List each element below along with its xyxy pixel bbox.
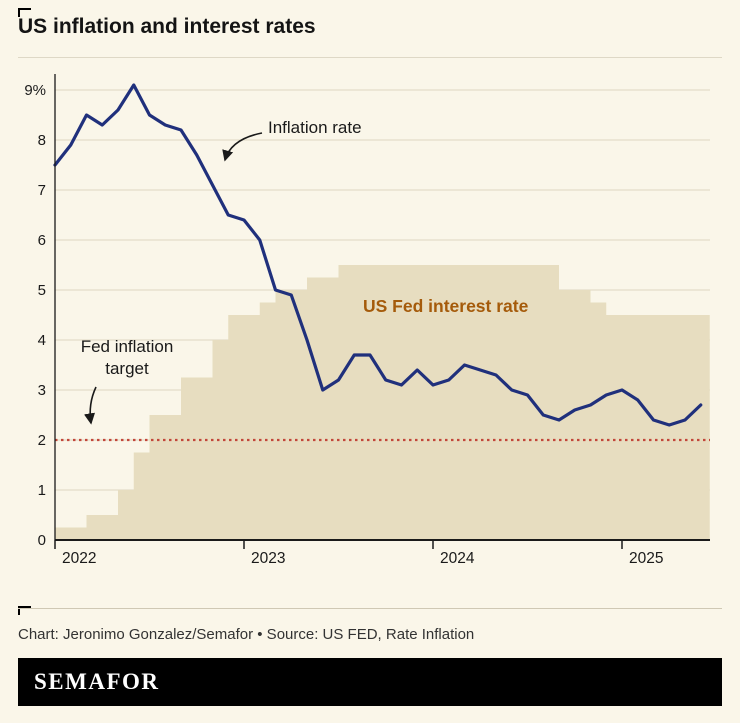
x-axis-label: 2022	[62, 550, 96, 567]
chart-canvas: 0 1 2 3 4 5 6 7 8 9% 2022 2023 2024 2025	[24, 74, 710, 567]
y-axis-label: 7	[38, 182, 46, 199]
header-divider	[18, 57, 722, 58]
y-axis-label: 9%	[24, 82, 46, 99]
y-axis-label: 2	[38, 432, 46, 449]
y-axis-label: 1	[38, 482, 46, 499]
x-axis-label: 2024	[440, 550, 475, 567]
annotation-arrows	[83, 132, 263, 425]
x-axis-label: 2025	[629, 550, 663, 567]
inflation-line	[53, 83, 703, 427]
chart-layers: 0 1 2 3 4 5 6 7 8 9% 2022 2023 2024 2025	[24, 74, 710, 567]
y-axis-label: 8	[38, 132, 46, 149]
logo-bar: SEMAFOR	[18, 658, 722, 706]
inflation-annotation-arrow	[222, 132, 263, 162]
y-axis-label: 4	[38, 332, 46, 349]
fed-inflation-target-label: Fed inflation target	[80, 337, 174, 379]
y-axis-label: 6	[38, 232, 46, 249]
fed-rate-area	[55, 265, 710, 540]
y-axis-label: 0	[38, 532, 46, 549]
y-axis-label: 3	[38, 382, 46, 399]
target-annotation-arrow	[83, 386, 97, 425]
credit-line: Chart: Jeronimo Gonzalez/Semafor • Sourc…	[18, 626, 475, 643]
y-axis-label: 5	[38, 282, 46, 299]
x-axis-label: 2023	[251, 550, 285, 567]
inflation-rate-label: Inflation rate	[268, 118, 362, 137]
fed-interest-rate-label: US Fed interest rate	[363, 296, 529, 316]
bottom-left-corner-mark	[18, 606, 31, 615]
top-left-corner-mark	[18, 8, 31, 17]
semafor-logo: SEMAFOR	[34, 669, 160, 694]
footer-divider	[18, 608, 722, 609]
page-title: US inflation and interest rates	[18, 15, 316, 38]
